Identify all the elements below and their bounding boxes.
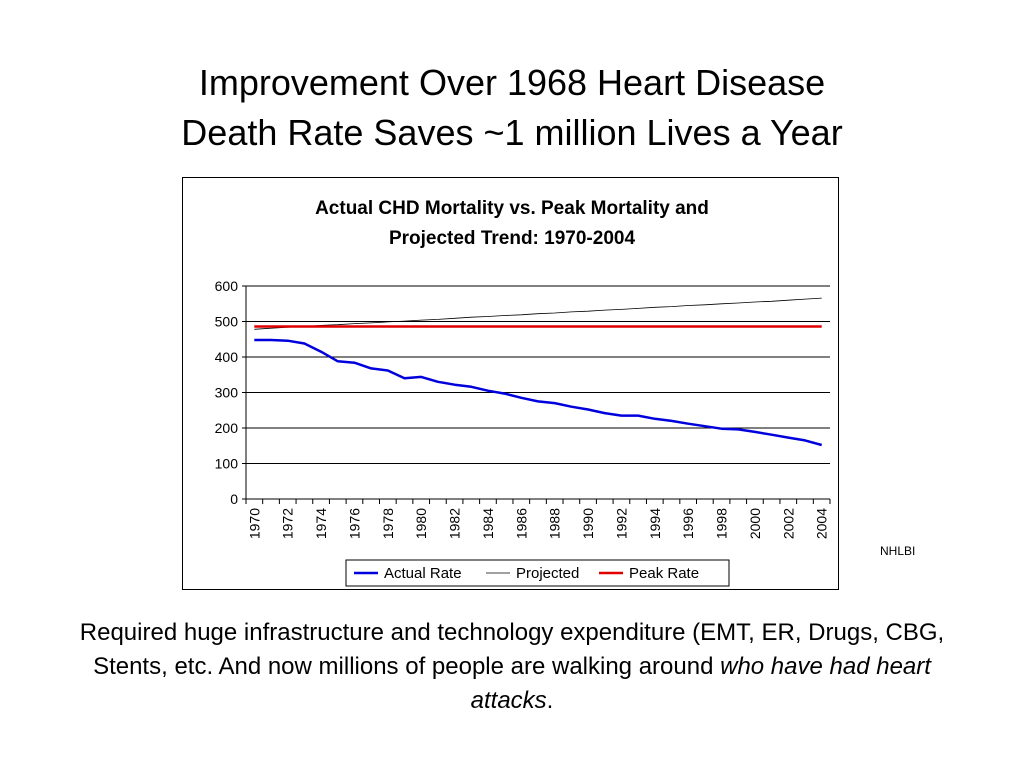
caption-emphasis: who have had heart attacks xyxy=(470,653,931,714)
chart-title-line-2: Projected Trend: 1970-2004 xyxy=(389,228,635,249)
y-tick-label: 400 xyxy=(215,349,239,365)
x-tick-label: 2004 xyxy=(814,508,830,539)
x-tick-label: 1998 xyxy=(714,508,730,539)
x-tick-label: 1990 xyxy=(580,508,596,539)
legend-label-projected: Projected xyxy=(516,565,579,582)
x-tick-label: 1974 xyxy=(313,508,329,539)
slide-title-line-2: Death Rate Saves ~1 million Lives a Year xyxy=(181,112,843,153)
x-tick-label: 1984 xyxy=(480,508,496,539)
x-tick-label: 1992 xyxy=(613,508,629,539)
x-tick-label: 1980 xyxy=(413,508,429,539)
source-note: NHLBI xyxy=(880,544,916,558)
y-tick-label: 100 xyxy=(215,456,239,472)
legend-label-peak-rate: Peak Rate xyxy=(629,565,699,582)
x-tick-label: 2000 xyxy=(747,508,763,539)
x-tick-label: 1982 xyxy=(447,508,463,539)
series-line-actual-rate xyxy=(254,338,823,447)
x-tick-label: 1996 xyxy=(680,508,696,539)
y-tick-label: 500 xyxy=(215,314,239,330)
legend-box xyxy=(345,559,730,587)
legend-label-actual-rate: Actual Rate xyxy=(384,565,462,582)
x-tick-label: 1978 xyxy=(380,508,396,539)
x-tick-label: 1994 xyxy=(647,508,663,539)
y-tick-label: 300 xyxy=(215,385,239,401)
x-tick-label: 1976 xyxy=(346,508,362,539)
y-tick-label: 0 xyxy=(230,491,238,507)
x-tick-label: 1988 xyxy=(547,508,563,539)
y-tick-label: 600 xyxy=(215,278,239,294)
series-line-projected xyxy=(254,297,822,330)
legend: Actual Rate Projected Peak Rate xyxy=(345,559,730,587)
slide-title: Improvement Over 1968 Heart Disease Deat… xyxy=(0,58,1024,158)
chart-frame: Actual CHD Mortality vs. Peak Mortality … xyxy=(182,177,839,590)
slide-title-line-1: Improvement Over 1968 Heart Disease xyxy=(198,62,826,103)
x-tick-label: 2002 xyxy=(780,508,796,539)
caption-text: Required huge infrastructure and technol… xyxy=(79,619,945,680)
caption-end: . xyxy=(546,687,554,714)
axis-layer: 0 100 200 300 400 500 600 1970 1972 1974 1976 1978 1… xyxy=(215,278,831,539)
chart-svg: Actual CHD Mortality vs. Peak Mortality … xyxy=(215,198,831,587)
x-tick-label: 1986 xyxy=(513,508,529,539)
x-tick-label: 1972 xyxy=(280,508,296,539)
x-tick-label: 1970 xyxy=(246,508,262,539)
chart-title-line-1: Actual CHD Mortality vs. Peak Mortality … xyxy=(315,198,709,219)
slide-caption: Required huge infrastructure and technol… xyxy=(60,616,964,718)
grid-layer xyxy=(246,285,830,464)
series-layer xyxy=(254,297,823,447)
y-tick-label: 200 xyxy=(215,420,239,436)
